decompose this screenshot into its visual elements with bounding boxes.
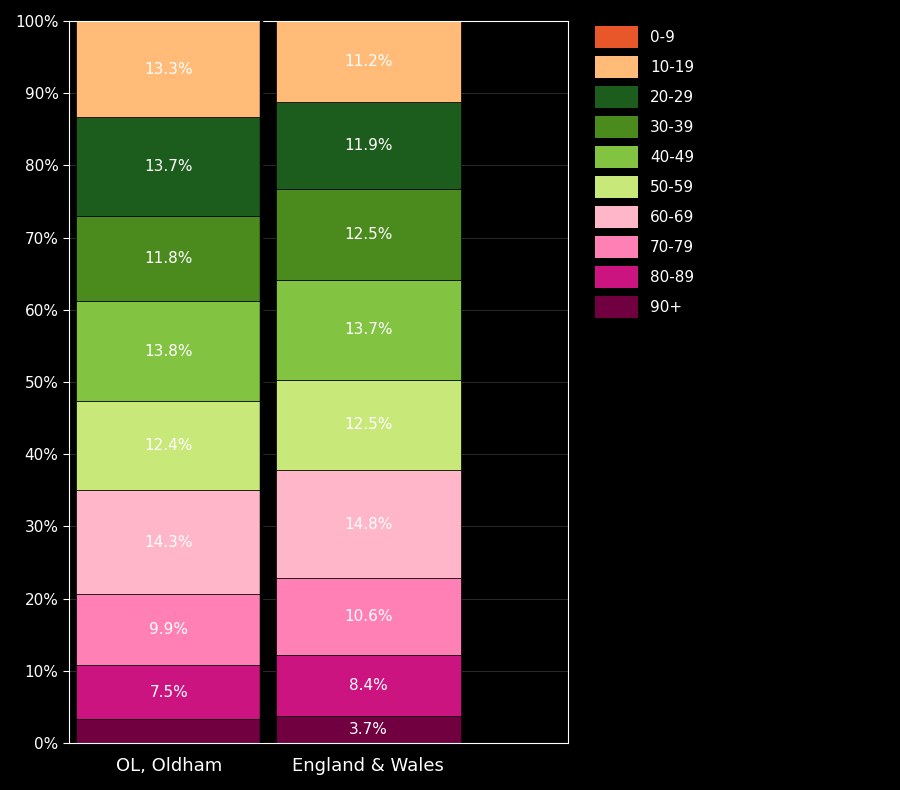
Text: 14.8%: 14.8% <box>344 517 392 532</box>
Text: 9.9%: 9.9% <box>149 622 188 637</box>
Bar <box>76 665 261 719</box>
Bar <box>275 189 461 280</box>
Bar <box>76 401 261 491</box>
Bar <box>76 301 261 401</box>
Text: 8.4%: 8.4% <box>349 678 388 693</box>
Text: 7.5%: 7.5% <box>149 685 188 700</box>
Bar <box>275 655 461 717</box>
Bar <box>275 379 461 470</box>
Bar <box>275 717 461 743</box>
Text: 13.7%: 13.7% <box>344 322 392 337</box>
Bar <box>76 593 261 665</box>
Bar <box>275 470 461 578</box>
Text: 13.3%: 13.3% <box>144 62 193 77</box>
Text: 12.5%: 12.5% <box>344 227 392 242</box>
Text: 12.4%: 12.4% <box>145 438 193 453</box>
Legend: 0-9, 10-19, 20-29, 30-39, 40-49, 50-59, 60-69, 70-79, 80-89, 90+: 0-9, 10-19, 20-29, 30-39, 40-49, 50-59, … <box>590 21 699 322</box>
Bar <box>275 280 461 379</box>
Text: 13.8%: 13.8% <box>145 344 193 359</box>
Bar <box>76 491 261 593</box>
Text: 12.5%: 12.5% <box>344 417 392 432</box>
Bar <box>76 21 261 117</box>
Bar <box>76 117 261 216</box>
Text: 13.7%: 13.7% <box>145 159 193 174</box>
Text: 11.2%: 11.2% <box>344 55 392 70</box>
Text: 11.8%: 11.8% <box>145 251 193 266</box>
Bar <box>275 578 461 655</box>
Bar <box>275 21 461 103</box>
Text: 11.9%: 11.9% <box>344 138 392 153</box>
Bar <box>76 216 261 301</box>
Bar <box>275 103 461 189</box>
Text: 3.7%: 3.7% <box>349 722 388 737</box>
Bar <box>76 719 261 743</box>
Text: 10.6%: 10.6% <box>344 609 392 624</box>
Text: 14.3%: 14.3% <box>145 535 193 550</box>
